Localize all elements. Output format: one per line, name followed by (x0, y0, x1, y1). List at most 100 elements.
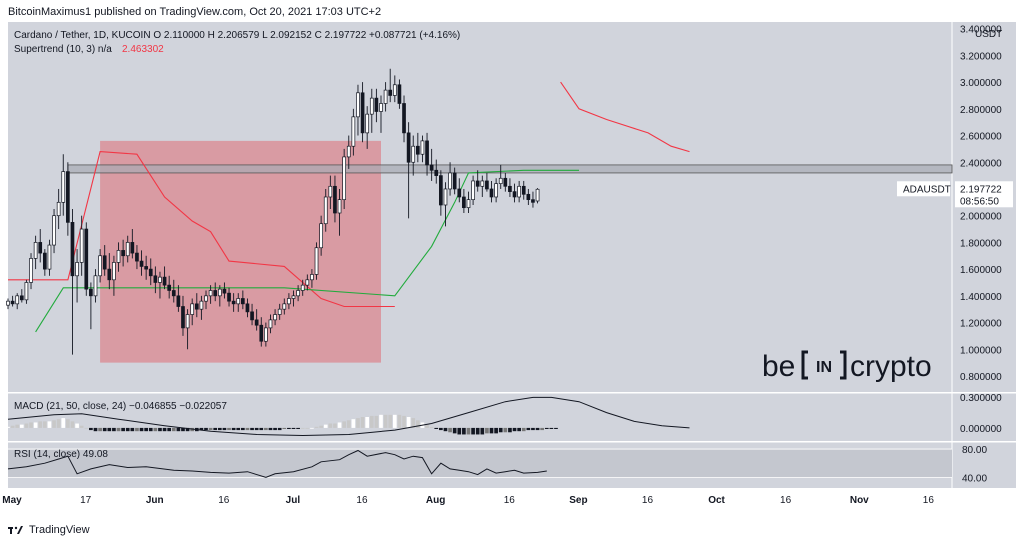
candle[interactable] (485, 172, 489, 192)
candle[interactable] (434, 159, 439, 184)
candle[interactable] (360, 82, 365, 143)
candle[interactable] (84, 222, 89, 296)
candle[interactable] (107, 253, 112, 290)
candle[interactable] (323, 188, 328, 232)
candle[interactable] (310, 269, 314, 288)
candle[interactable] (314, 242, 319, 280)
candle[interactable] (462, 188, 466, 214)
candle[interactable] (89, 282, 93, 330)
candle[interactable] (369, 88, 374, 133)
candle[interactable] (222, 282, 227, 299)
candle[interactable] (411, 135, 416, 176)
candle[interactable] (273, 309, 277, 326)
candle[interactable] (264, 322, 268, 347)
candle[interactable] (351, 108, 356, 156)
candle[interactable] (33, 235, 38, 270)
candle[interactable] (268, 314, 273, 334)
candle[interactable] (337, 188, 342, 236)
candle[interactable] (333, 175, 337, 223)
candle[interactable] (121, 239, 125, 267)
candle[interactable] (176, 285, 181, 312)
candle[interactable] (342, 148, 347, 210)
candle[interactable] (190, 298, 195, 326)
candle[interactable] (52, 209, 56, 254)
candle[interactable] (29, 253, 33, 290)
candle[interactable] (139, 250, 144, 276)
candle[interactable] (171, 279, 176, 303)
candle[interactable] (494, 178, 498, 203)
candle[interactable] (512, 183, 517, 203)
candle[interactable] (199, 295, 204, 320)
candle[interactable] (19, 289, 24, 303)
candle[interactable] (112, 255, 116, 296)
candle[interactable] (102, 245, 107, 276)
candle[interactable] (346, 135, 351, 169)
candle[interactable] (236, 293, 241, 312)
candle[interactable] (245, 298, 250, 318)
candle[interactable] (402, 95, 406, 143)
candle[interactable] (425, 132, 429, 176)
candle[interactable] (66, 162, 70, 236)
candle[interactable] (135, 245, 139, 270)
candle[interactable] (300, 279, 305, 296)
candle[interactable] (227, 287, 231, 307)
candle[interactable] (383, 82, 388, 112)
candle[interactable] (24, 279, 29, 304)
candle[interactable] (259, 317, 264, 347)
candle[interactable] (471, 175, 475, 205)
candle[interactable] (475, 170, 480, 192)
candle[interactable] (291, 290, 296, 307)
candle[interactable] (15, 293, 20, 310)
candle[interactable] (420, 135, 425, 163)
candle[interactable] (526, 188, 531, 205)
candle[interactable] (328, 175, 333, 210)
candle[interactable] (480, 175, 485, 197)
candle[interactable] (10, 295, 15, 307)
candle[interactable] (254, 309, 259, 331)
candle[interactable] (213, 282, 218, 302)
candle[interactable] (535, 188, 540, 204)
candle[interactable] (452, 167, 457, 195)
candle[interactable] (204, 290, 208, 310)
candle[interactable] (148, 258, 153, 286)
candle[interactable] (6, 298, 10, 310)
candle[interactable] (365, 106, 370, 149)
candle[interactable] (397, 79, 402, 109)
candle[interactable] (79, 215, 84, 276)
candle[interactable] (508, 178, 512, 197)
candle[interactable] (521, 180, 526, 200)
candle[interactable] (130, 229, 135, 259)
candle[interactable] (277, 303, 282, 320)
candle[interactable] (144, 255, 148, 280)
candle[interactable] (392, 75, 397, 103)
candle[interactable] (167, 275, 172, 299)
candle[interactable] (93, 269, 98, 303)
candle[interactable] (208, 285, 213, 304)
candle[interactable] (517, 180, 521, 203)
candle[interactable] (125, 235, 130, 263)
candle[interactable] (466, 191, 471, 214)
candle[interactable] (406, 122, 411, 219)
candle[interactable] (439, 170, 443, 216)
candle[interactable] (498, 164, 503, 189)
candle[interactable] (56, 188, 61, 230)
candle[interactable] (181, 295, 185, 336)
highlighted-range-rect[interactable] (100, 140, 381, 363)
candle[interactable] (443, 182, 448, 227)
candle[interactable] (47, 239, 52, 276)
candle[interactable] (38, 229, 43, 263)
candle[interactable] (287, 293, 291, 310)
candle[interactable] (374, 88, 379, 123)
candle[interactable] (70, 209, 75, 355)
candle[interactable] (356, 84, 360, 136)
candle[interactable] (250, 303, 254, 326)
candle[interactable] (241, 290, 245, 310)
candle[interactable] (162, 266, 167, 290)
candle[interactable] (42, 249, 47, 276)
candle[interactable] (319, 215, 323, 256)
candle[interactable] (388, 68, 393, 103)
candle[interactable] (185, 309, 190, 350)
candle[interactable] (282, 298, 287, 315)
candle[interactable] (231, 293, 236, 312)
